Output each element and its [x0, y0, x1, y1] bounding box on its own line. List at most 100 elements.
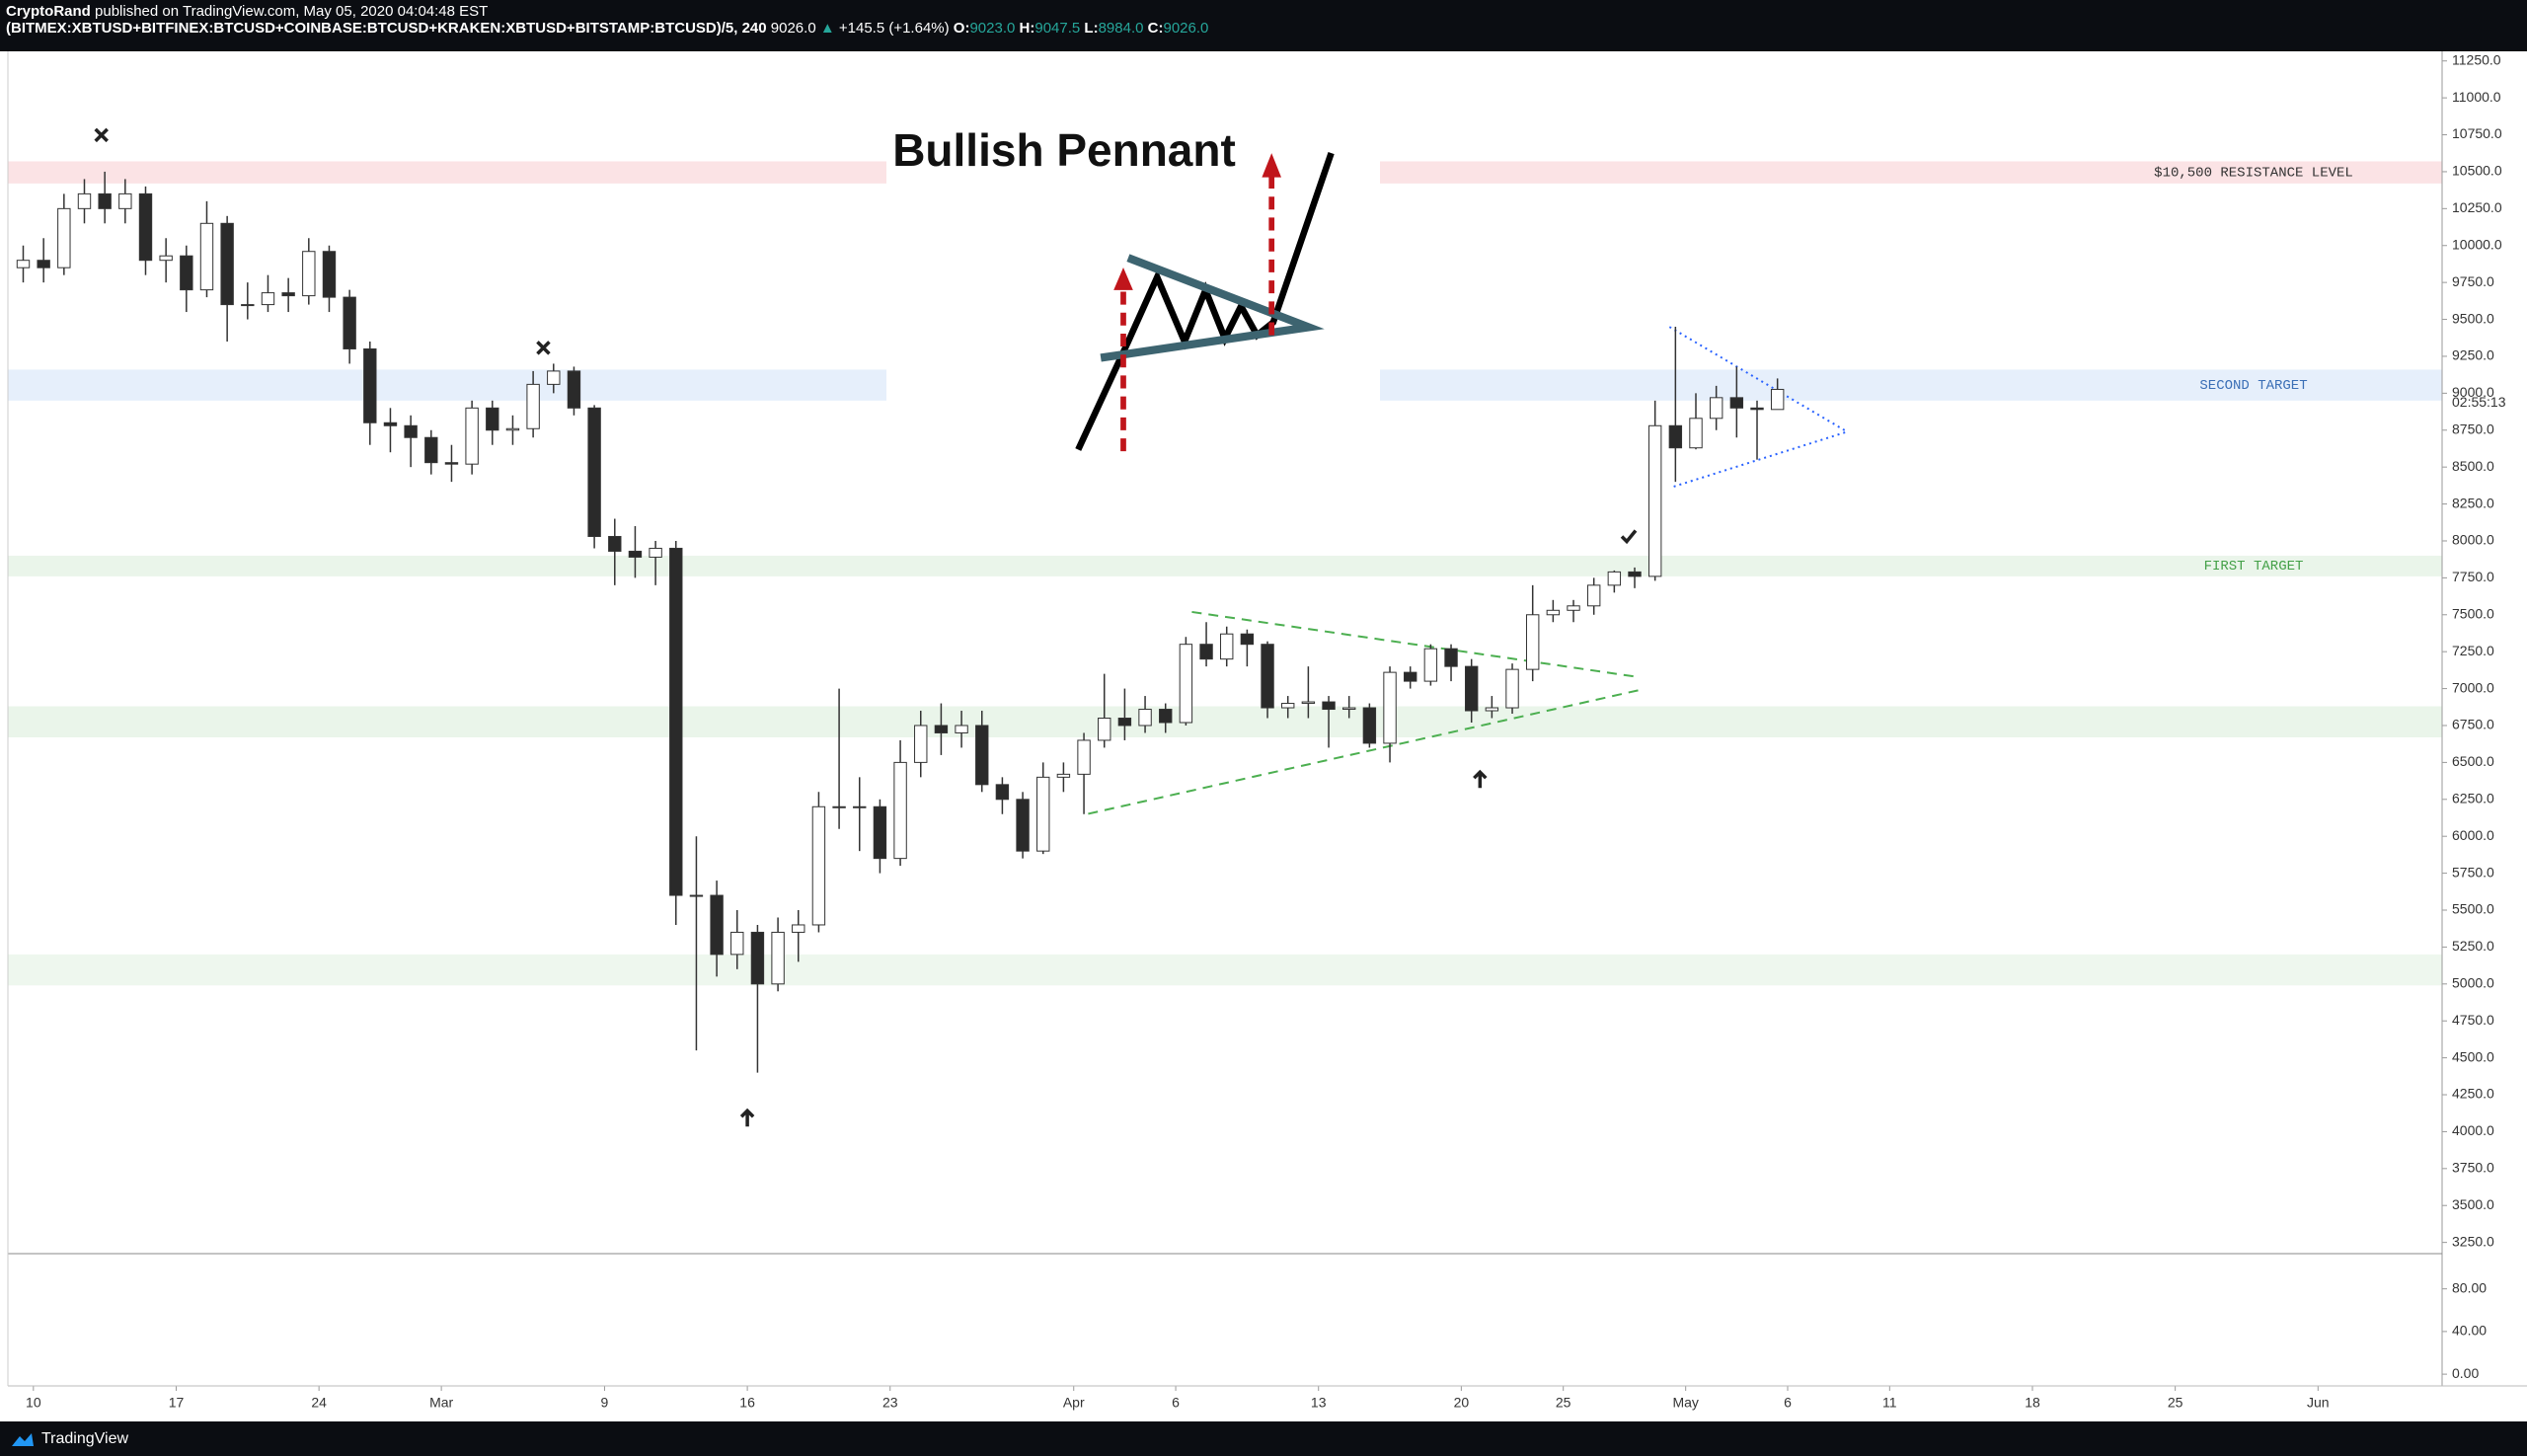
candle-body: [98, 192, 112, 209]
candle-body: [934, 725, 949, 733]
y-tick-label: 6250.0: [2452, 790, 2494, 805]
y-tick-label: 10500.0: [2452, 163, 2502, 179]
candle-body: [975, 725, 989, 786]
marker-check: [1620, 529, 1638, 545]
marker-arrow-up: [739, 1108, 755, 1127]
candle-body: [873, 805, 887, 860]
symbol: (BITMEX:XBTUSD+BITFINEX:BTCUSD+COINBASE:…: [6, 20, 767, 37]
y-tick-label: 40.00: [2452, 1323, 2487, 1339]
y-tick-label: 9500.0: [2452, 310, 2494, 326]
candle-body: [199, 222, 214, 291]
candle-body: [1138, 709, 1152, 727]
footer: TradingView: [0, 1421, 2527, 1456]
candle-body: [1423, 648, 1438, 682]
candle-body: [322, 251, 337, 298]
logo-shape: [12, 1432, 34, 1446]
zone: [8, 954, 2442, 986]
header-line: CryptoRand published on TradingView.com,…: [6, 3, 2521, 20]
zone: [8, 555, 2442, 576]
y-tick-label: 0.00: [2452, 1365, 2479, 1381]
candle-body: [730, 931, 744, 956]
y-tick-label: 9000.0: [2452, 384, 2494, 400]
illustration-title: Bullish Pennant: [892, 124, 1236, 176]
candle-body: [16, 260, 31, 268]
change: +145.5 (+1.64%): [838, 20, 950, 37]
candle-body: [893, 761, 907, 860]
y-tick-label: 7000.0: [2452, 679, 2494, 695]
candle-body: [302, 251, 316, 297]
candle-body: [567, 370, 581, 409]
illustration-background: [886, 118, 1380, 474]
candle-body: [1750, 407, 1764, 411]
candle-body: [505, 427, 520, 431]
y-tick-label: 5250.0: [2452, 938, 2494, 954]
y-tick-label: 4750.0: [2452, 1012, 2494, 1028]
x-tick-label: May: [1672, 1395, 1698, 1411]
y-tick-label: 3750.0: [2452, 1160, 2494, 1176]
candle-body: [1220, 633, 1234, 660]
x-tick-label: 23: [882, 1395, 898, 1411]
candle-body: [1689, 418, 1703, 449]
x-tick-label: 9: [601, 1395, 609, 1411]
candle-body: [608, 535, 622, 552]
candle-body: [1117, 718, 1132, 727]
y-tick-label: 3250.0: [2452, 1233, 2494, 1249]
low-label: L:: [1084, 20, 1099, 37]
candle-body: [404, 424, 418, 438]
candle-body: [241, 304, 255, 307]
candle-body: [1342, 707, 1356, 711]
candle-body: [1465, 665, 1479, 712]
y-tick-label: 11250.0: [2452, 51, 2501, 67]
candle-body: [465, 407, 479, 465]
marker-cross: [94, 127, 109, 143]
candle-body: [220, 222, 234, 306]
pennant-illustration: Bullish Pennant: [886, 118, 1380, 474]
arrow-head: [1113, 268, 1133, 290]
y-tick-label: 8500.0: [2452, 458, 2494, 474]
candle-body: [1770, 388, 1785, 411]
marker-cross: [536, 341, 551, 355]
x-tick-label: Mar: [429, 1395, 453, 1411]
countdown: 02:55:13: [2452, 394, 2506, 410]
candle-body: [1322, 701, 1336, 711]
y-tick-label: 6750.0: [2452, 717, 2494, 732]
y-tick-label: 4000.0: [2452, 1122, 2494, 1138]
candle-body: [77, 192, 92, 209]
candle-body: [1444, 648, 1458, 667]
candle-body: [1525, 614, 1540, 670]
candle-body: [1159, 709, 1173, 724]
close-label: C:: [1147, 20, 1164, 37]
arrow-head: [1262, 153, 1281, 178]
y-tick-label: 5750.0: [2452, 864, 2494, 880]
y-tick-label: 10750.0: [2452, 125, 2502, 141]
candle-body: [1586, 584, 1601, 607]
plot: 3250.0 3500.0 3750.0 4000.0 4250.0 4500.0 4750…: [16, 51, 2506, 1411]
x-tick-label: 24: [311, 1395, 327, 1411]
y-tick-label: 9750.0: [2452, 273, 2494, 289]
y-tick-label: 6000.0: [2452, 827, 2494, 843]
zone: [8, 706, 2442, 737]
trendline: [1673, 430, 1848, 488]
y-tick-label: 7750.0: [2452, 569, 2494, 584]
candle-body: [1607, 571, 1622, 586]
candle-body: [1199, 644, 1213, 660]
y-tick-label: 80.00: [2452, 1279, 2487, 1295]
candle-body: [281, 292, 295, 297]
candle-body: [1647, 424, 1662, 577]
logo: [12, 1432, 34, 1446]
open-value: 9023.0: [969, 20, 1016, 37]
y-tick-label: 7500.0: [2452, 605, 2494, 621]
x-tick-label: 13: [1311, 1395, 1327, 1411]
candle-body: [383, 421, 398, 426]
candle-body: [1240, 633, 1255, 646]
y-tick-label: 11000.0: [2452, 89, 2501, 105]
candle-body: [1546, 609, 1561, 616]
y-tick-label: 6500.0: [2452, 753, 2494, 769]
y-tick-label: 10250.0: [2452, 199, 2502, 215]
high-value: 9047.5: [1034, 20, 1081, 37]
candle-body: [832, 805, 846, 808]
x-tick-label: 25: [2168, 1395, 2183, 1411]
candle-body: [261, 292, 275, 306]
candle-body: [424, 436, 438, 464]
